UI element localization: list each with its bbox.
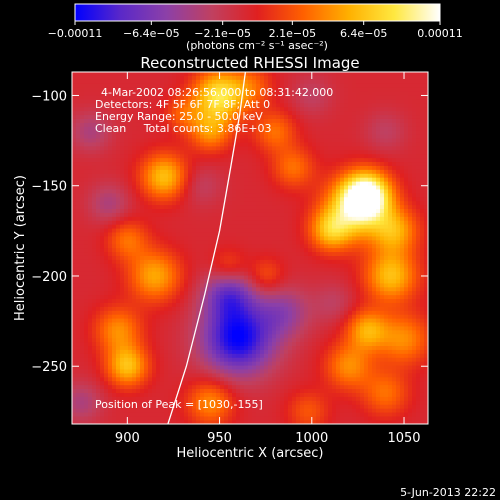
- solar-limb-curve: [167, 72, 247, 424]
- y-tick-label: −200: [31, 270, 67, 285]
- x-tick-label: 1050: [387, 431, 420, 446]
- y-axis-label: Heliocentric Y (arcsec): [13, 175, 28, 321]
- chart-title: Reconstructed RHESSI Image: [140, 54, 359, 72]
- colorbar-tick-label: 6.4e−05: [340, 27, 387, 40]
- colorbar-unit-label: (photons cm⁻² s⁻¹ asec⁻²): [186, 39, 328, 52]
- x-tick-label: 950: [207, 431, 232, 446]
- annotation-clean-counts: Clean Total counts: 3.86E+03: [95, 122, 272, 135]
- colorbar-tick-label: 0.00011: [417, 27, 463, 40]
- annotation-block: 4-Mar-2002 08:26:56.000 to 08:31:42.000 …: [95, 86, 333, 135]
- annotation-time-range: 4-Mar-2002 08:26:56.000 to 08:31:42.000: [101, 86, 333, 99]
- x-tick-label: 900: [115, 431, 140, 446]
- colorbar-tick-label: −0.00011: [48, 27, 103, 40]
- colorbar: [74, 3, 441, 22]
- colorbar-tick-label: 2.1e−05: [269, 27, 316, 40]
- timestamp-label: 5-Jun-2013 22:22: [400, 486, 496, 499]
- colorbar-ticks: −0.00011 −6.4e−05 −2.1e−05 2.1e−05 6.4e−05 0.…: [48, 21, 463, 40]
- annotation-detectors: Detectors: 4F 5F 6F 7F 8F; Att 0: [95, 98, 270, 111]
- colorbar-tick-label: −2.1e−05: [194, 27, 251, 40]
- plot-frame: [71, 71, 429, 425]
- y-tick-label: −150: [31, 180, 67, 195]
- peak-position-label: Position of Peak = [1030,-155]: [95, 398, 263, 411]
- axis-ticks: 900 950 1000 1050 −100 −150 −200 −250: [31, 72, 428, 446]
- y-tick-label: −100: [31, 89, 67, 104]
- annotation-energy-range: Energy Range: 25.0 - 50.0 keV: [95, 110, 263, 123]
- y-tick-label: −250: [31, 360, 67, 375]
- x-tick-label: 1000: [295, 431, 328, 446]
- colorbar-tick-label: −6.4e−05: [123, 27, 180, 40]
- x-axis-label: Heliocentric X (arcsec): [177, 446, 324, 461]
